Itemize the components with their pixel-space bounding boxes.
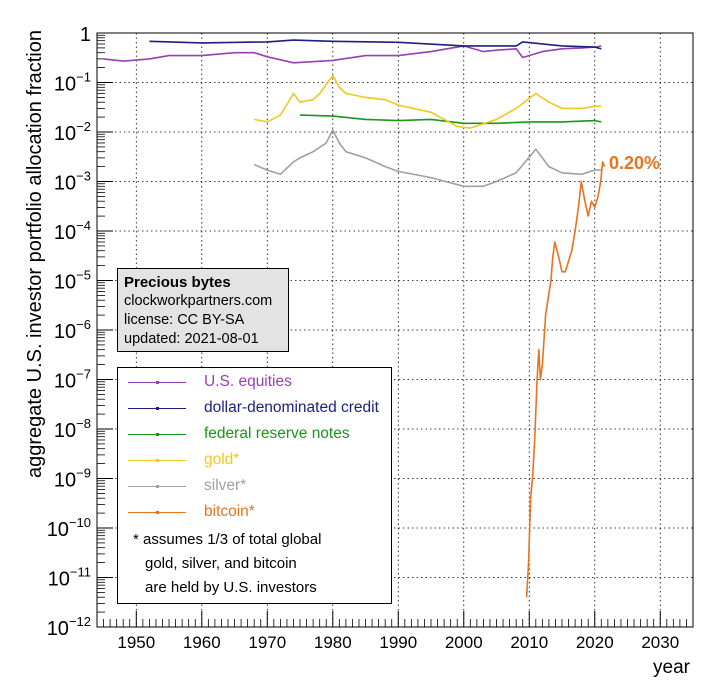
last-value-label: 0.20% [609, 153, 661, 173]
y-tick-label: 10−11 [48, 565, 91, 591]
y-tick-label: 10−7 [54, 367, 91, 393]
x-tick-label: 1960 [183, 633, 221, 652]
series-line-silver [253, 129, 602, 188]
legend-footnote: * assumes 1/3 of total global gold, silv… [133, 528, 321, 600]
series-line-u-s-equities [103, 45, 602, 64]
series-line-federal-reserve-notes [299, 114, 602, 125]
info-line-license: license: CC BY-SA [124, 312, 245, 328]
x-tick-label: 2000 [445, 633, 483, 652]
y-tick-label: 10−3 [54, 169, 91, 195]
legend-entry-bitcoin: bitcoin* [128, 502, 255, 522]
legend: U.S. equities dollar-denominated credit fe… [117, 367, 392, 604]
legend-footnote-line: are held by U.S. investors [145, 579, 317, 596]
legend-swatch [128, 432, 186, 436]
y-tick-label: 10−5 [54, 268, 91, 294]
y-tick-label: 10−2 [54, 119, 91, 145]
legend-swatch [128, 484, 186, 488]
legend-entry-silver: silver* [128, 476, 246, 496]
info-line-updated: updated: 2021-08-01 [124, 331, 259, 347]
x-tick-label: 2030 [641, 633, 679, 652]
y-tick-label: 10−6 [54, 317, 91, 343]
x-tick-label: 1990 [379, 633, 417, 652]
legend-swatch [128, 458, 186, 462]
x-tick-label: 1950 [117, 633, 155, 652]
y-tick-label: 10−4 [54, 218, 91, 244]
series-line-bitcoin [525, 161, 606, 598]
y-tick-label: 10−8 [54, 416, 91, 442]
y-tick-label: 10−12 [47, 614, 91, 640]
legend-footnote-line: * assumes 1/3 of total global [133, 531, 322, 548]
x-tick-label: 2020 [576, 633, 614, 652]
legend-label: U.S. equities [204, 373, 292, 390]
info-line-site: clockworkpartners.com [124, 293, 273, 309]
y-tick-label: 10−10 [47, 515, 91, 541]
y-tick-label: 10−1 [54, 70, 91, 96]
legend-label: federal reserve notes [204, 425, 350, 442]
axes: 1950 1960 1970 1980 1990 2000 2010 2020 2030 1 10−… [47, 24, 694, 652]
x-axis-label: year [653, 657, 691, 678]
info-title: Precious bytes [124, 274, 231, 291]
legend-footnote-line: gold, silver, and bitcoin [145, 555, 297, 572]
series-line-dollar-denominated-credit [149, 39, 602, 50]
y-axis-label: aggregate U.S. investor portfolio alloca… [24, 30, 46, 478]
x-tick-label: 2010 [510, 633, 548, 652]
legend-entry-federal-reserve-notes: federal reserve notes [128, 424, 350, 444]
x-tick-label: 1980 [314, 633, 352, 652]
legend-entry-u-s-equities: U.S. equities [128, 372, 292, 392]
x-tick-label: 1970 [248, 633, 286, 652]
series-line-gold [254, 74, 602, 129]
y-tick-label: 10−9 [54, 466, 91, 492]
legend-label: bitcoin* [204, 503, 255, 520]
legend-swatch [128, 406, 186, 410]
legend-swatch [128, 510, 186, 514]
legend-label: silver* [204, 477, 247, 494]
legend-label: dollar-denominated credit [204, 399, 379, 416]
y-tick-label: 1 [80, 24, 91, 46]
legend-swatch [128, 380, 186, 384]
legend-label: gold* [204, 451, 240, 468]
info-box: Precious bytes clockworkpartners.com lic… [117, 268, 289, 352]
legend-entry-gold: gold* [128, 450, 239, 470]
series-layer [103, 39, 606, 598]
legend-entry-dollar-denominated-credit: dollar-denominated credit [128, 398, 379, 418]
